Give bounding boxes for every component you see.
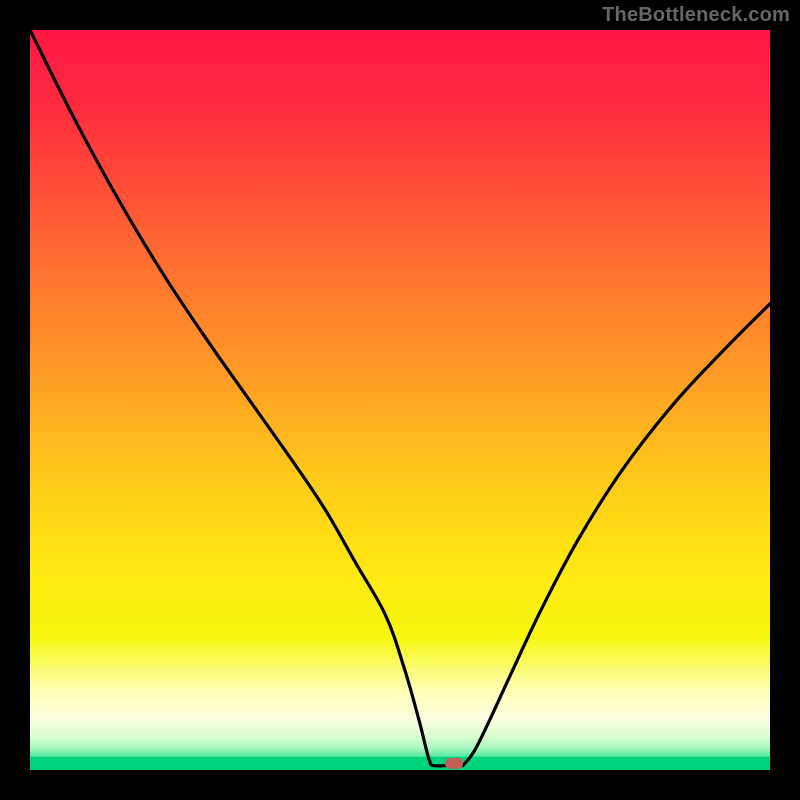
green-band (30, 757, 770, 770)
bottleneck-chart-svg (30, 30, 770, 770)
watermark-text: TheBottleneck.com (602, 4, 790, 27)
plot-area (30, 30, 770, 770)
sweet-spot-marker (445, 758, 463, 769)
